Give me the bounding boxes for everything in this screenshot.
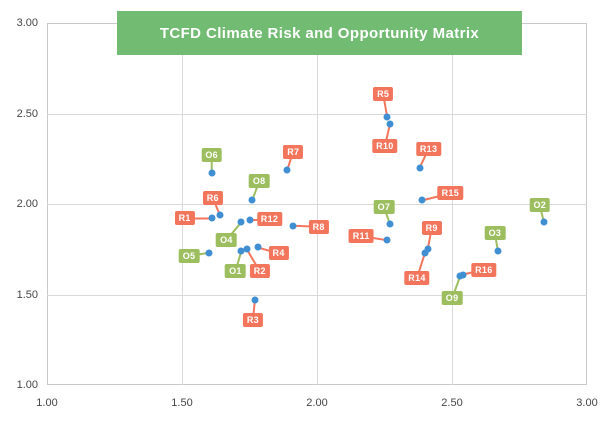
point-label-O3: O3 [484, 226, 506, 241]
data-point-R2 [243, 245, 251, 253]
data-point-O2 [540, 218, 548, 226]
point-label-O5: O5 [178, 248, 200, 263]
x-tick-label: 1.00 [36, 397, 58, 409]
chart-title: TCFD Climate Risk and Opportunity Matrix [159, 24, 480, 42]
point-label-O7: O7 [373, 199, 395, 214]
point-label-O4: O4 [216, 233, 237, 248]
data-point-R14 [421, 249, 429, 257]
point-label-O1: O1 [225, 264, 246, 279]
data-point-O1 [237, 247, 245, 255]
point-label-O9: O9 [441, 291, 463, 306]
data-point-R9 [424, 245, 432, 253]
y-tick-label: 1.50 [16, 288, 38, 301]
x-tick-label: 2.50 [441, 397, 463, 409]
gridline-horizontal [47, 114, 587, 115]
y-tick-label: 2.00 [16, 198, 38, 210]
point-label-R11: R11 [348, 229, 374, 244]
point-label-R13: R13 [415, 141, 442, 156]
data-point-R10 [386, 120, 394, 128]
data-point-O5 [205, 249, 213, 257]
data-point-R5 [383, 113, 391, 121]
point-label-R12: R12 [256, 212, 283, 227]
gridline-horizontal [47, 204, 587, 205]
y-tick-label: 1.00 [16, 379, 38, 391]
gridline-horizontal [47, 295, 587, 296]
x-tick-label: 1.50 [171, 397, 193, 409]
point-label-R15: R15 [437, 186, 464, 201]
data-point-R13 [416, 164, 424, 172]
x-tick-label: 2.00 [306, 397, 328, 409]
y-tick-label: 2.50 [16, 107, 38, 120]
data-point-R7 [283, 166, 291, 174]
point-label-R3: R3 [242, 312, 263, 327]
y-tick-label: 3.00 [16, 17, 38, 29]
x-tick-label: 3.00 [576, 397, 598, 409]
data-point-R3 [251, 296, 259, 304]
point-label-R7: R7 [283, 144, 304, 159]
point-label-R9: R9 [421, 221, 442, 236]
point-label-O2: O2 [529, 198, 551, 213]
point-label-R4: R4 [268, 246, 289, 261]
chart-title-banner: TCFD Climate Risk and Opportunity Matrix [117, 11, 522, 55]
point-label-R5: R5 [373, 87, 394, 102]
point-label-R10: R10 [372, 139, 398, 154]
data-point-R12 [246, 216, 253, 224]
data-point-O4 [237, 218, 245, 226]
point-label-R16: R16 [471, 262, 497, 277]
data-point-R6 [216, 211, 224, 219]
point-label-O8: O8 [248, 174, 270, 189]
point-label-R8: R8 [308, 219, 329, 234]
data-point-O9 [456, 272, 464, 280]
point-label-R14: R14 [404, 270, 430, 285]
point-label-R1: R1 [174, 211, 195, 226]
data-point-O3 [494, 247, 502, 255]
data-point-O8 [248, 196, 256, 204]
point-label-O6: O6 [201, 148, 222, 163]
point-label-R6: R6 [202, 190, 223, 205]
data-point-R1 [208, 214, 216, 222]
data-point-O7 [386, 220, 394, 228]
data-point-R8 [289, 222, 297, 230]
point-label-R2: R2 [249, 264, 270, 279]
data-point-R4 [254, 243, 262, 251]
data-point-O6 [208, 169, 216, 177]
data-point-R11 [383, 236, 391, 244]
data-point-R15 [418, 196, 426, 204]
